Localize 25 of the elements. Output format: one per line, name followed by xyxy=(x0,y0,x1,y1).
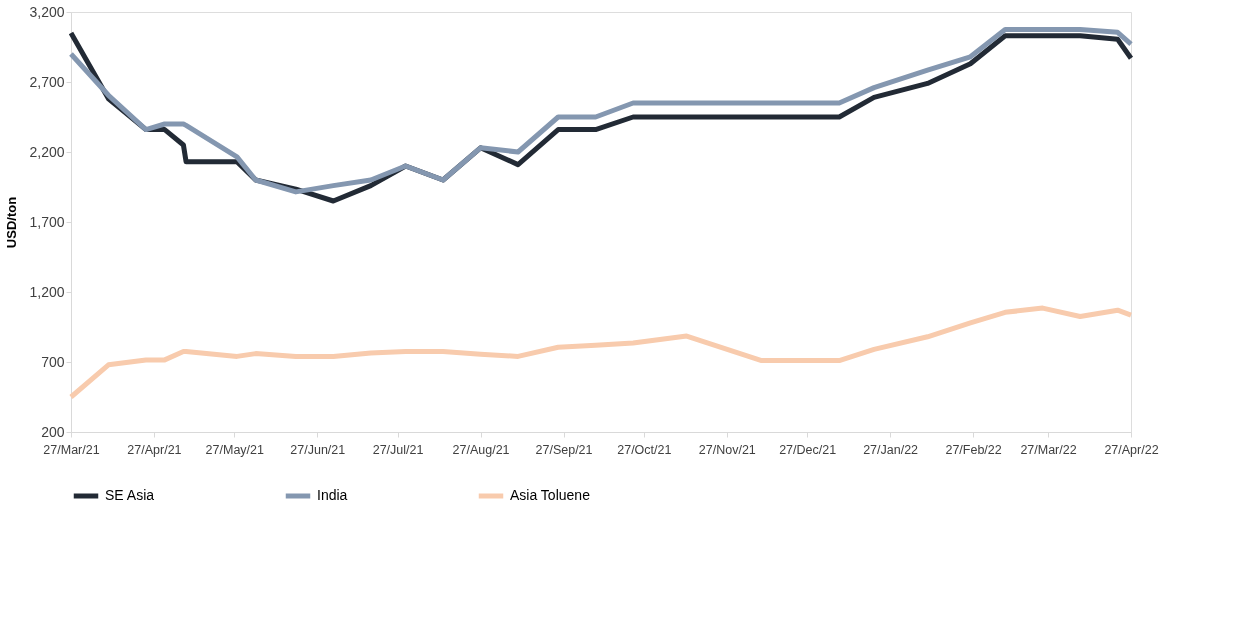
x-tick-label: 27/May/21 xyxy=(205,442,265,457)
legend-label: SE Asia xyxy=(105,487,155,503)
y-tick-label: 1,200 xyxy=(29,283,65,300)
x-tick-label: 27/Mar/22 xyxy=(1020,442,1077,457)
x-tick-label: 27/Jun/21 xyxy=(290,442,346,457)
x-tick-label: 27/Apr/22 xyxy=(1104,442,1159,457)
y-tick-label: 2,200 xyxy=(29,143,65,160)
legend-label: Asia Toluene xyxy=(510,487,591,503)
x-tick-label: 27/Dec/21 xyxy=(779,442,837,457)
x-tick-label: 27/Jul/21 xyxy=(372,442,424,457)
x-tick-label: 27/Oct/21 xyxy=(617,442,672,457)
y-tick-label: 700 xyxy=(41,353,65,370)
x-tick-label: 27/Apr/21 xyxy=(127,442,182,457)
x-tick-label: 27/Nov/21 xyxy=(698,442,756,457)
x-tick-label: 27/Mar/21 xyxy=(43,442,100,457)
x-tick-label: 27/Aug/21 xyxy=(452,442,510,457)
y-tick-label: 2,700 xyxy=(29,73,65,90)
x-tick-label: 27/Feb/22 xyxy=(945,442,1002,457)
legend-label: India xyxy=(317,487,348,503)
y-axis-title: USD/ton xyxy=(4,196,20,249)
y-tick-label: 3,200 xyxy=(29,3,65,20)
y-tick-label: 1,700 xyxy=(29,213,65,230)
x-tick-label: 27/Jan/22 xyxy=(863,442,919,457)
x-tick-label: 27/Sep/21 xyxy=(535,442,593,457)
y-tick-label: 200 xyxy=(41,423,65,440)
